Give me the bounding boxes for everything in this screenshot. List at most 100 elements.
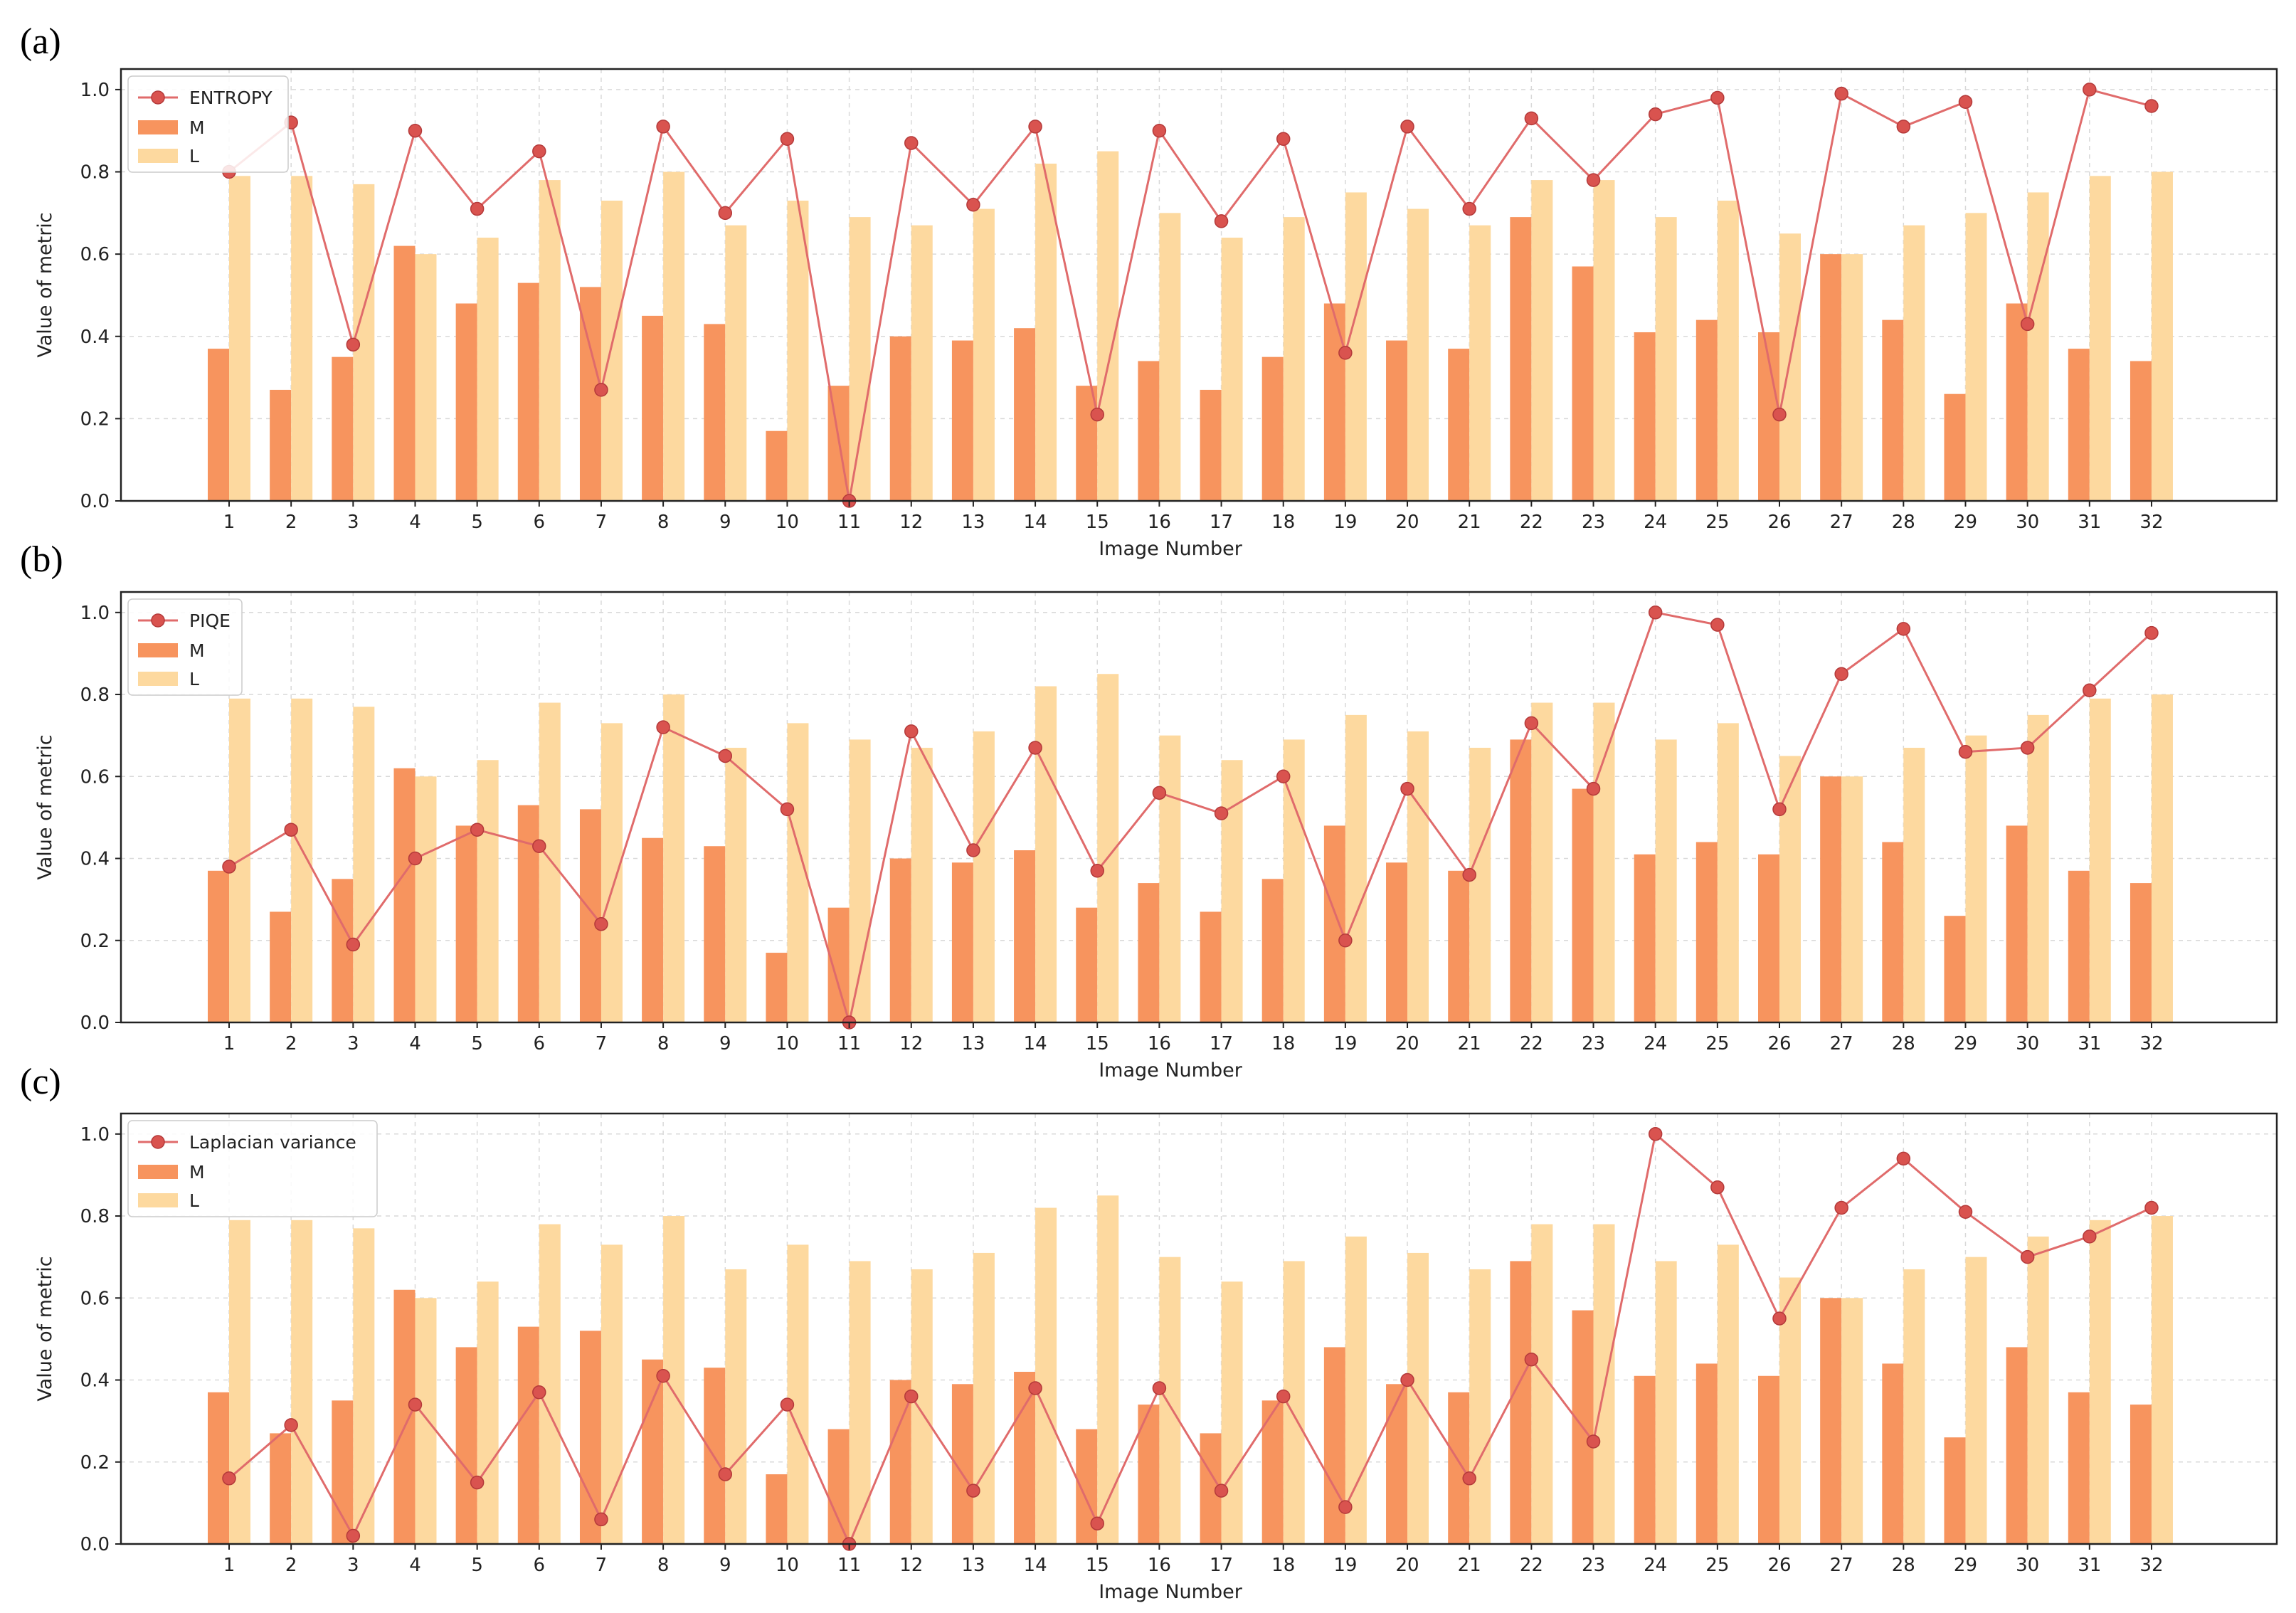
bar-m	[1510, 739, 1532, 1022]
bar-l	[2027, 714, 2049, 1022]
bar-m	[766, 430, 788, 501]
bar-l	[1965, 735, 1987, 1022]
y-tick-label: 0.8	[80, 684, 110, 706]
legend-marker	[151, 1135, 165, 1149]
legend-label: Laplacian variance	[189, 1132, 356, 1153]
x-axis-title: Image Number	[1099, 1581, 1243, 1603]
bar-m	[2068, 870, 2090, 1022]
series-point	[1524, 716, 1539, 731]
bar-m	[393, 245, 416, 501]
series-point	[1834, 86, 1848, 101]
x-tick-label: 18	[1271, 1555, 1295, 1576]
bar-l	[1841, 1298, 1863, 1544]
bar-l	[1221, 1281, 1243, 1544]
series-point	[408, 123, 423, 138]
bar-m	[2006, 303, 2028, 501]
series-point	[470, 823, 485, 837]
bar-l	[1779, 233, 1801, 501]
series-point	[1276, 1389, 1291, 1404]
bar-l	[725, 747, 747, 1022]
chart-panel-3: (c)0.00.20.40.60.81.01 2 3 4 5 6 7 8 9 10 11 12 13 14…	[20, 1062, 2278, 1603]
bar-m	[455, 1347, 477, 1544]
bar-m	[1323, 825, 1345, 1022]
bar-m	[2130, 1405, 2152, 1544]
x-tick-label: 16	[1148, 1033, 1171, 1054]
series-point	[1152, 123, 1167, 138]
bar-l	[353, 707, 375, 1022]
y-tick-label: 0.8	[80, 162, 110, 184]
series-point	[1958, 1205, 1973, 1220]
x-tick-label: 23	[1582, 1555, 1605, 1576]
x-tick-label: 32	[2139, 1033, 2163, 1054]
series-point	[1586, 781, 1601, 796]
series-point	[1462, 201, 1476, 216]
bar-m	[1386, 340, 1408, 501]
series-point	[1648, 605, 1663, 620]
bar-l	[1717, 723, 1739, 1022]
y-axis-title: Value of metric	[34, 734, 56, 879]
bar-m	[642, 1359, 664, 1544]
y-tick-label: 0.0	[80, 1534, 110, 1555]
bar-m	[1944, 916, 1966, 1022]
x-tick-label: 15	[1086, 1555, 1109, 1576]
y-tick-label: 1.0	[80, 1124, 110, 1146]
x-axis-title: Image Number	[1099, 538, 1243, 560]
bar-m	[1200, 911, 1222, 1022]
bar-l	[291, 176, 313, 502]
plot-frame	[120, 68, 2278, 502]
y-tick-label: 0.6	[80, 766, 110, 788]
series-point	[1958, 744, 1973, 759]
bar-l	[1407, 208, 1429, 501]
bar-l	[2089, 698, 2111, 1022]
x-tick-label: 27	[1830, 1555, 1853, 1576]
series-point	[656, 120, 670, 134]
bar-l	[1345, 192, 1367, 501]
bar-m	[2130, 883, 2152, 1022]
x-tick-label: 13	[961, 1555, 985, 1576]
x-tick-label: 10	[776, 1033, 799, 1054]
bar-l	[1717, 1244, 1739, 1544]
bar-m	[2006, 825, 2028, 1022]
x-tick-label: 20	[1395, 1033, 1419, 1054]
bar-m	[2068, 1392, 2090, 1544]
x-tick-label: 19	[1333, 512, 1357, 533]
series-point	[1152, 1381, 1167, 1395]
series-point	[2144, 99, 2159, 113]
x-tick-label: 8	[657, 1555, 670, 1576]
bar-l	[1965, 213, 1987, 501]
x-tick-label: 26	[1767, 1033, 1791, 1054]
series-point	[1338, 1500, 1353, 1514]
bar-m	[208, 870, 229, 1022]
bar-m	[1200, 389, 1222, 501]
series-point	[1462, 867, 1476, 882]
bar-m	[1944, 393, 1966, 501]
series-point	[1834, 1200, 1848, 1215]
series-point	[284, 1418, 298, 1432]
series-point	[1338, 934, 1353, 948]
bar-l	[973, 731, 995, 1022]
bar-m	[270, 1433, 292, 1544]
legend-label: PIQE	[189, 610, 231, 631]
x-tick-label: 21	[1458, 1555, 1481, 1576]
x-tick-label: 11	[837, 512, 861, 533]
x-tick-label: 14	[1024, 1033, 1047, 1054]
x-tick-label: 6	[534, 1033, 546, 1054]
series-point	[1648, 107, 1663, 122]
series-point	[780, 802, 795, 817]
bar-l	[911, 747, 933, 1022]
x-tick-label: 12	[899, 1033, 923, 1054]
x-tick-label: 31	[2078, 512, 2101, 533]
series-point	[904, 136, 919, 150]
series-point	[1338, 346, 1353, 360]
bar-l	[1345, 1236, 1367, 1544]
series-line	[228, 611, 2152, 1023]
x-tick-label: 2	[285, 1033, 297, 1054]
bar-l	[2151, 1216, 2173, 1544]
bar-m	[455, 825, 477, 1022]
series-point	[532, 1385, 546, 1400]
x-tick-label: 11	[837, 1033, 861, 1054]
bar-l	[1841, 776, 1863, 1022]
bar-m	[1014, 328, 1036, 501]
bar-l	[2027, 192, 2049, 501]
plot-frame	[120, 1112, 2278, 1545]
